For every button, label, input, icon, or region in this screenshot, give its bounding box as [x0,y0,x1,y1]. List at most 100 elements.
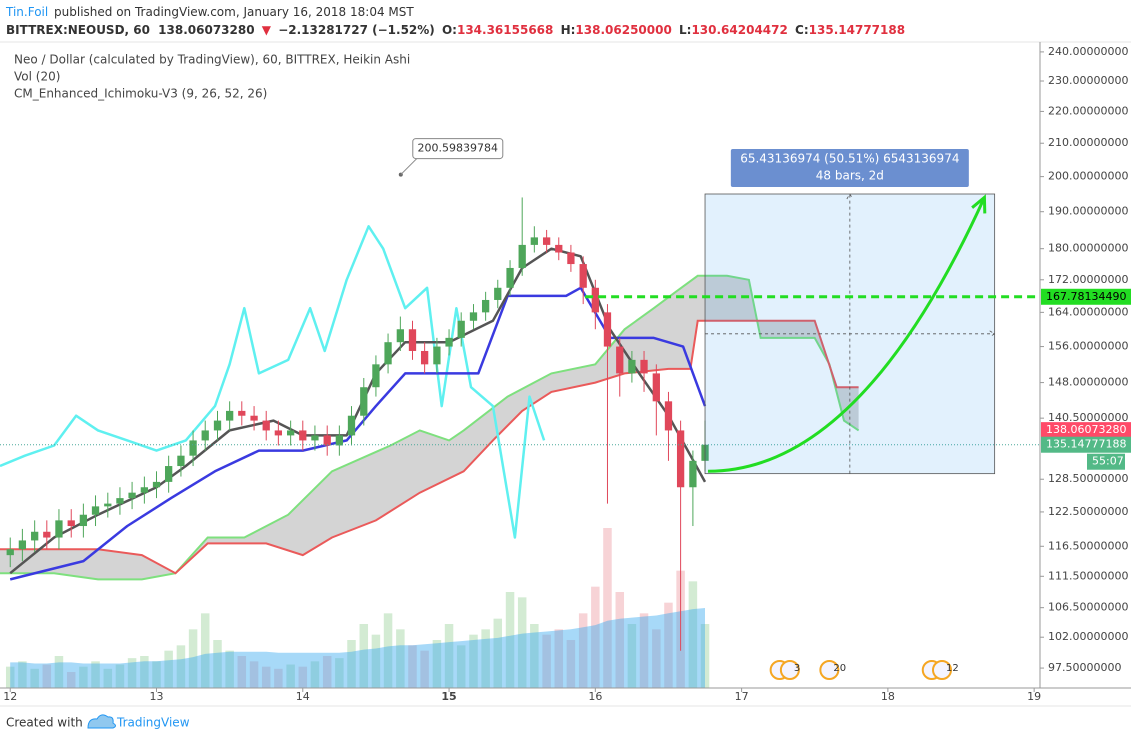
candle-body [250,415,258,421]
candle-body [323,435,331,446]
volume-bar [432,640,442,688]
volume-bar [200,613,210,688]
candle-body [579,264,587,288]
volume-ma [10,608,705,688]
callout-box [412,138,504,160]
volume-bar [396,629,405,688]
candle-body [457,320,465,338]
chart-title: Neo / Dollar (calculated by TradingView)… [14,53,410,67]
candle-body [91,506,100,515]
high-value: 138.06250000 [575,23,671,37]
volume-bar [359,624,369,688]
indicator-label: Vol (20) [14,70,60,84]
price-label: 138.06073280 [1046,423,1126,436]
volume-bar [176,645,186,688]
candle-body [396,329,404,343]
cloud-span [0,274,860,581]
candle-body [347,415,356,436]
y-tick-label: 148.00000000 [1048,376,1128,389]
candle-body [676,430,685,488]
volume-bar [456,645,466,688]
volume-bar [54,656,64,688]
candle-body [616,346,624,374]
header-line: Tin.Foil published on TradingView.com, J… [5,5,414,19]
arrow [707,196,986,473]
volume-bar [42,664,52,688]
candle-body [689,460,697,488]
event-marker[interactable] [931,660,952,680]
footer-text: Created with [6,716,83,730]
low-value: 130.64204472 [691,23,787,37]
indicator-label: CM_Enhanced_Ichimoku-V3 (9, 26, 52, 26) [14,87,267,101]
candle-body [445,337,453,347]
volume-bar [152,661,161,688]
candle-body [640,359,648,374]
x-tick-label: 17 [735,690,749,703]
volume-bar [127,658,137,688]
volume-bar [493,618,503,688]
volume-bar [371,634,381,688]
volume-bar [298,666,308,688]
price-line-label: 167.78134490 [1046,290,1126,303]
candle-body [299,430,307,441]
candle-body [628,359,636,374]
plot-area [0,193,1040,688]
volume-bar [164,650,173,688]
volume-bar [188,629,198,688]
measure-label-box [730,149,969,188]
last-price: 138.06073280 [158,23,254,37]
measure-label: 65.43136974 (50.51%) 6543136974 [740,152,959,166]
volume-bar [664,602,673,688]
published: published on TradingView.com, January 16… [54,5,414,19]
candle-body [335,435,343,446]
volume-bar [213,640,222,688]
cloud-span [0,319,859,575]
y-tick-label: 102.00000000 [1048,630,1128,643]
measure-crosshair [705,330,996,338]
candle-body [262,420,270,431]
volume-bar [383,613,393,688]
y-tick-label: 116.50000000 [1048,539,1128,552]
volume-bar [249,661,259,688]
candle-body [542,237,551,245]
author[interactable]: Tin.Foil [5,5,48,19]
candle-body [408,329,417,351]
brand-logo [87,714,116,729]
volume-bar [530,624,539,688]
volume-bar [554,629,564,688]
countdown-box [1087,453,1125,470]
x-tick-label: 18 [881,690,895,703]
y-tick-label: 200.00000000 [1048,170,1128,183]
x-tick-label: 13 [150,690,164,703]
volume-bar [322,656,332,688]
volume-bar [225,650,234,688]
event-label: 12 [946,663,959,674]
y-tick-label: 106.50000000 [1048,601,1128,614]
candle-body [55,520,63,538]
event-marker[interactable] [779,660,800,680]
indicator-line [0,225,546,539]
candle-body [433,346,441,365]
price-line-label-box [1041,288,1131,305]
candle-body [506,267,514,288]
y-tick-label: 220.00000000 [1048,104,1128,117]
y-tick-label: 190.00000000 [1048,205,1128,218]
callout-pointer [400,156,420,175]
volume-bar [18,661,27,688]
candle-body [311,435,319,441]
candle-body [128,492,136,499]
x-tick-label: 15 [441,690,456,703]
volume-bar [517,597,527,688]
y-tick-label: 156.00000000 [1048,340,1128,353]
candle-body [494,287,502,300]
y-tick-label: 122.50000000 [1048,505,1128,518]
volume-bar [615,592,625,688]
candle-body [591,287,599,313]
brand-link[interactable]: TradingView [116,716,190,730]
event-marker[interactable] [819,660,840,680]
candle-body [287,430,295,436]
event-label: 20 [833,663,846,674]
callout-label: 200.59839784 [418,142,498,155]
candle-body [274,430,282,436]
